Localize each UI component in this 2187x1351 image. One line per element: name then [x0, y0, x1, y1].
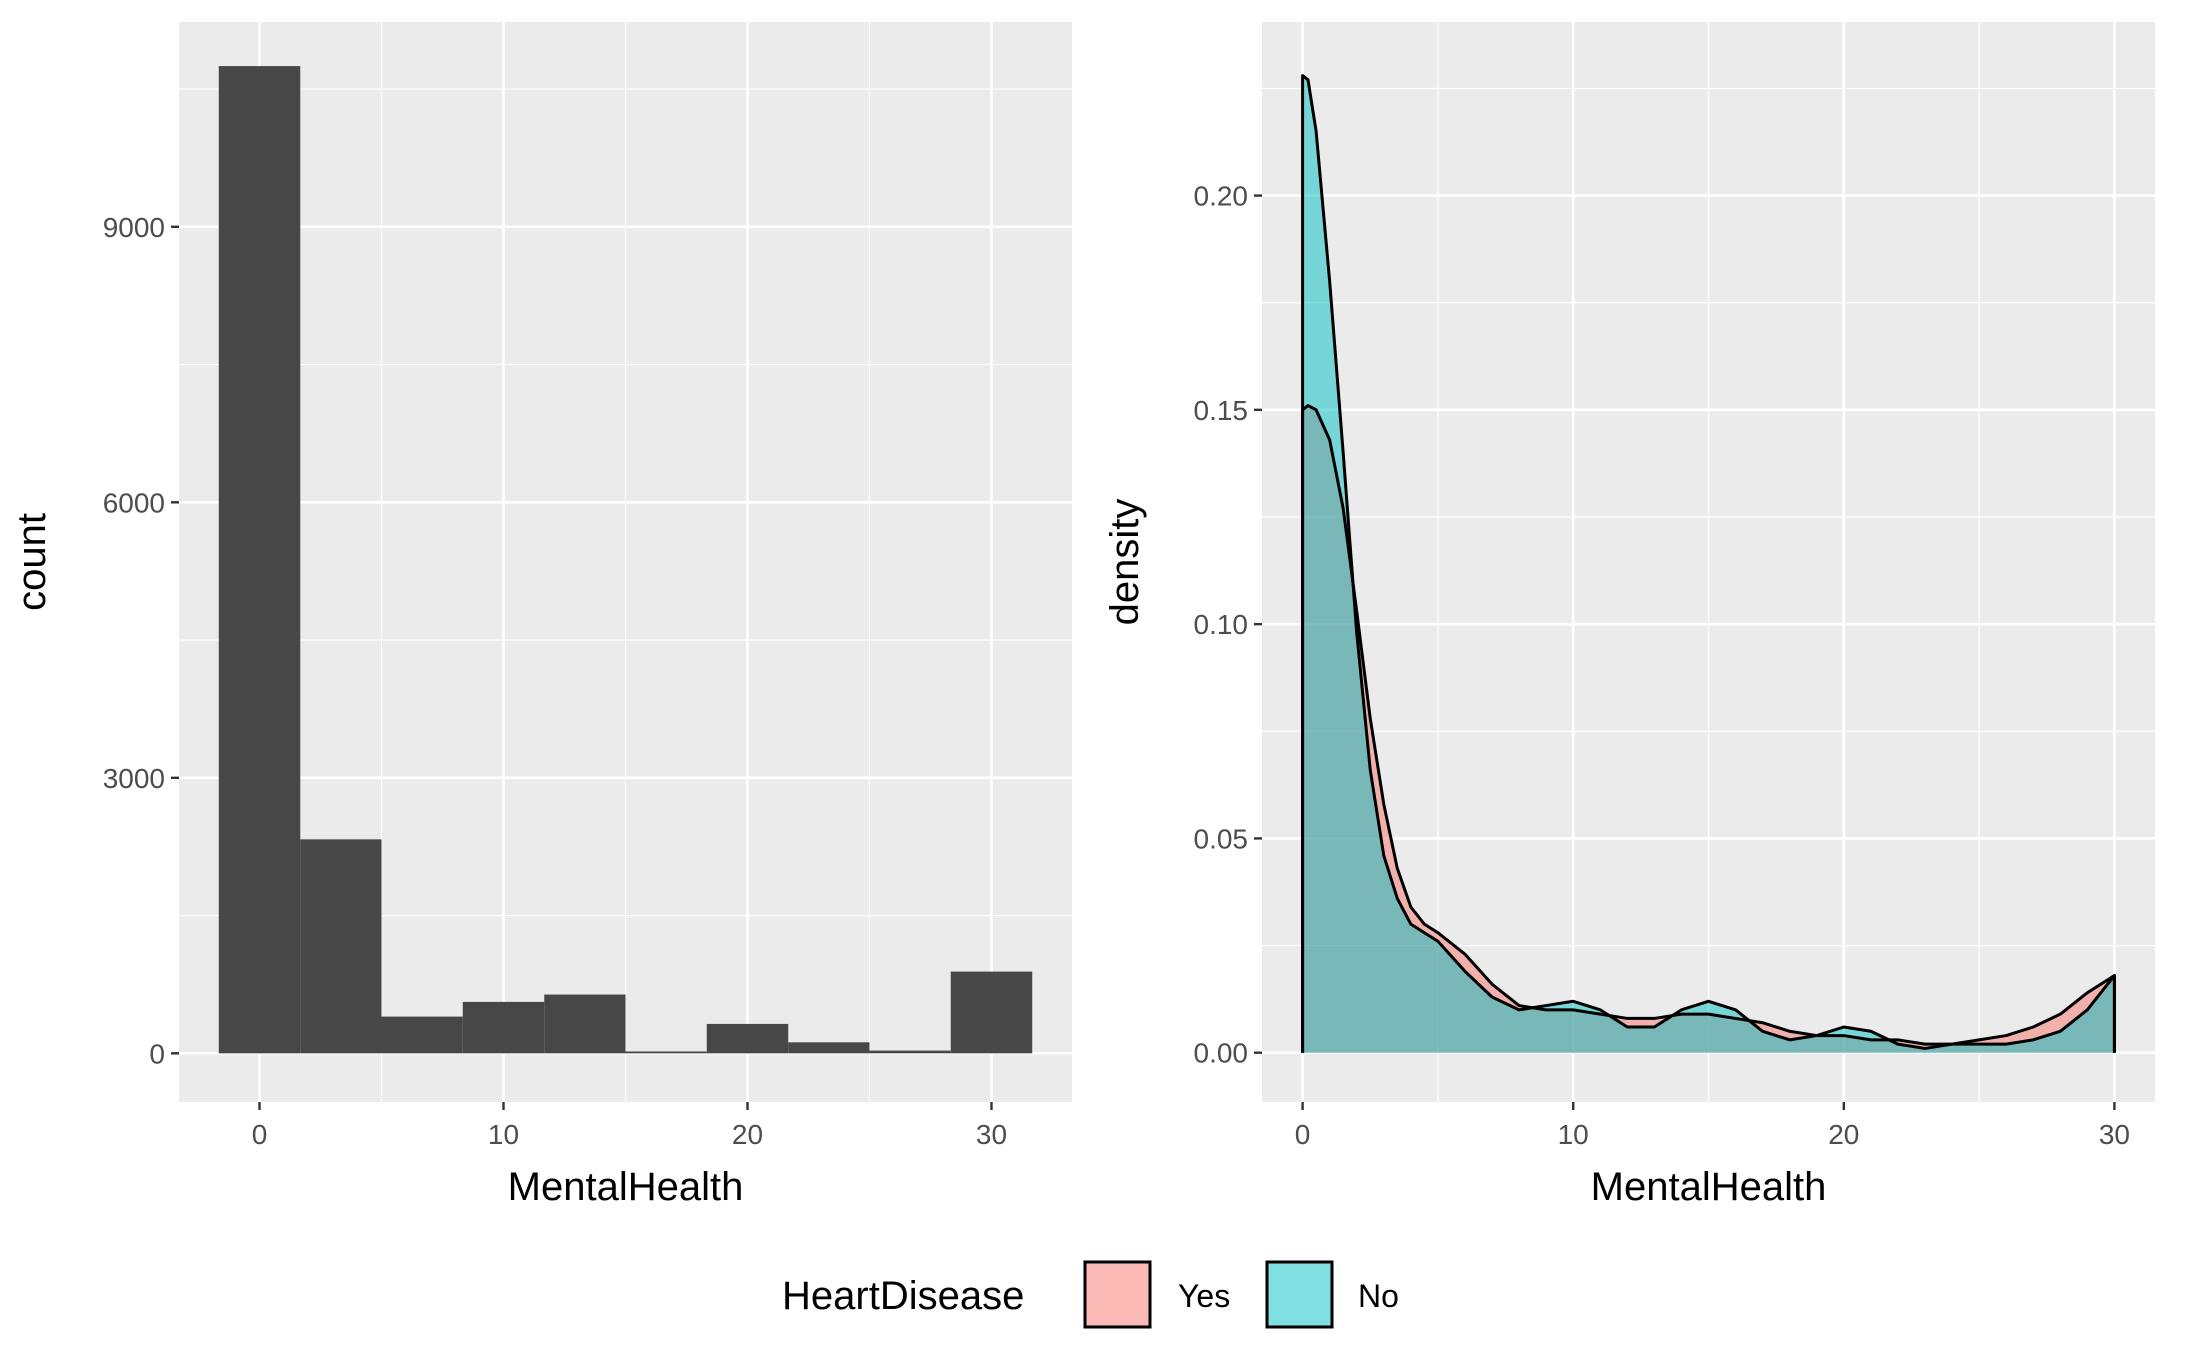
histogram-bar [544, 994, 626, 1054]
density-panel: 0 10 20 30 0.00 0.05 0.10 0.15 0.20 MentalHealth d… [1103, 22, 2155, 1209]
histogram-bar [381, 1016, 463, 1054]
density-line-no [1301, 74, 2116, 1053]
y-tick-label: 0.00 [1194, 1038, 1249, 1069]
x-tick-label: 10 [488, 1119, 519, 1150]
y-tick-label: 3000 [103, 763, 165, 794]
histogram-bar [706, 1023, 789, 1054]
y-tick-label: 0.15 [1194, 395, 1249, 426]
legend-label-yes: Yes [1178, 1278, 1230, 1314]
histogram-bar [950, 971, 1033, 1054]
histogram-bar [625, 1051, 707, 1054]
histogram-bar [462, 1001, 545, 1054]
y-tick-label: 0 [149, 1038, 165, 1069]
y-tick-label: 0.05 [1194, 823, 1249, 854]
legend-title: HeartDisease [782, 1274, 1024, 1318]
legend-label-no: No [1358, 1278, 1399, 1314]
x-axis-title: MentalHealth [1591, 1165, 1827, 1209]
histogram-panel: 0 10 20 30 0 3000 6000 9000 MentalHealth count [10, 22, 1072, 1209]
y-tick-label: 0.20 [1194, 181, 1249, 212]
legend-key-no [1265, 1260, 1334, 1329]
x-tick-label: 30 [2099, 1119, 2130, 1150]
y-axis-title: density [1103, 499, 1147, 626]
y-tick-label: 9000 [103, 212, 165, 243]
x-tick-label: 0 [252, 1119, 268, 1150]
legend: HeartDisease Yes No [782, 1260, 1399, 1329]
legend-key-yes [1083, 1260, 1152, 1329]
x-tick-label: 0 [1295, 1119, 1311, 1150]
y-axis-title: count [10, 513, 54, 611]
x-axis-title: MentalHealth [508, 1165, 744, 1209]
histogram-bar [218, 66, 301, 1054]
histogram-bar [300, 839, 382, 1054]
x-tick-label: 30 [976, 1119, 1007, 1150]
density-area-no [1302, 75, 2115, 1053]
x-tick-label: 20 [732, 1119, 763, 1150]
x-tick-label: 10 [1558, 1119, 1589, 1150]
histogram-bar [788, 1042, 870, 1054]
density-line-yes [1301, 404, 2116, 1053]
histogram-bar [869, 1050, 951, 1054]
y-tick-label: 0.10 [1194, 609, 1249, 640]
y-tick-label: 6000 [103, 487, 165, 518]
x-tick-label: 20 [1828, 1119, 1859, 1150]
